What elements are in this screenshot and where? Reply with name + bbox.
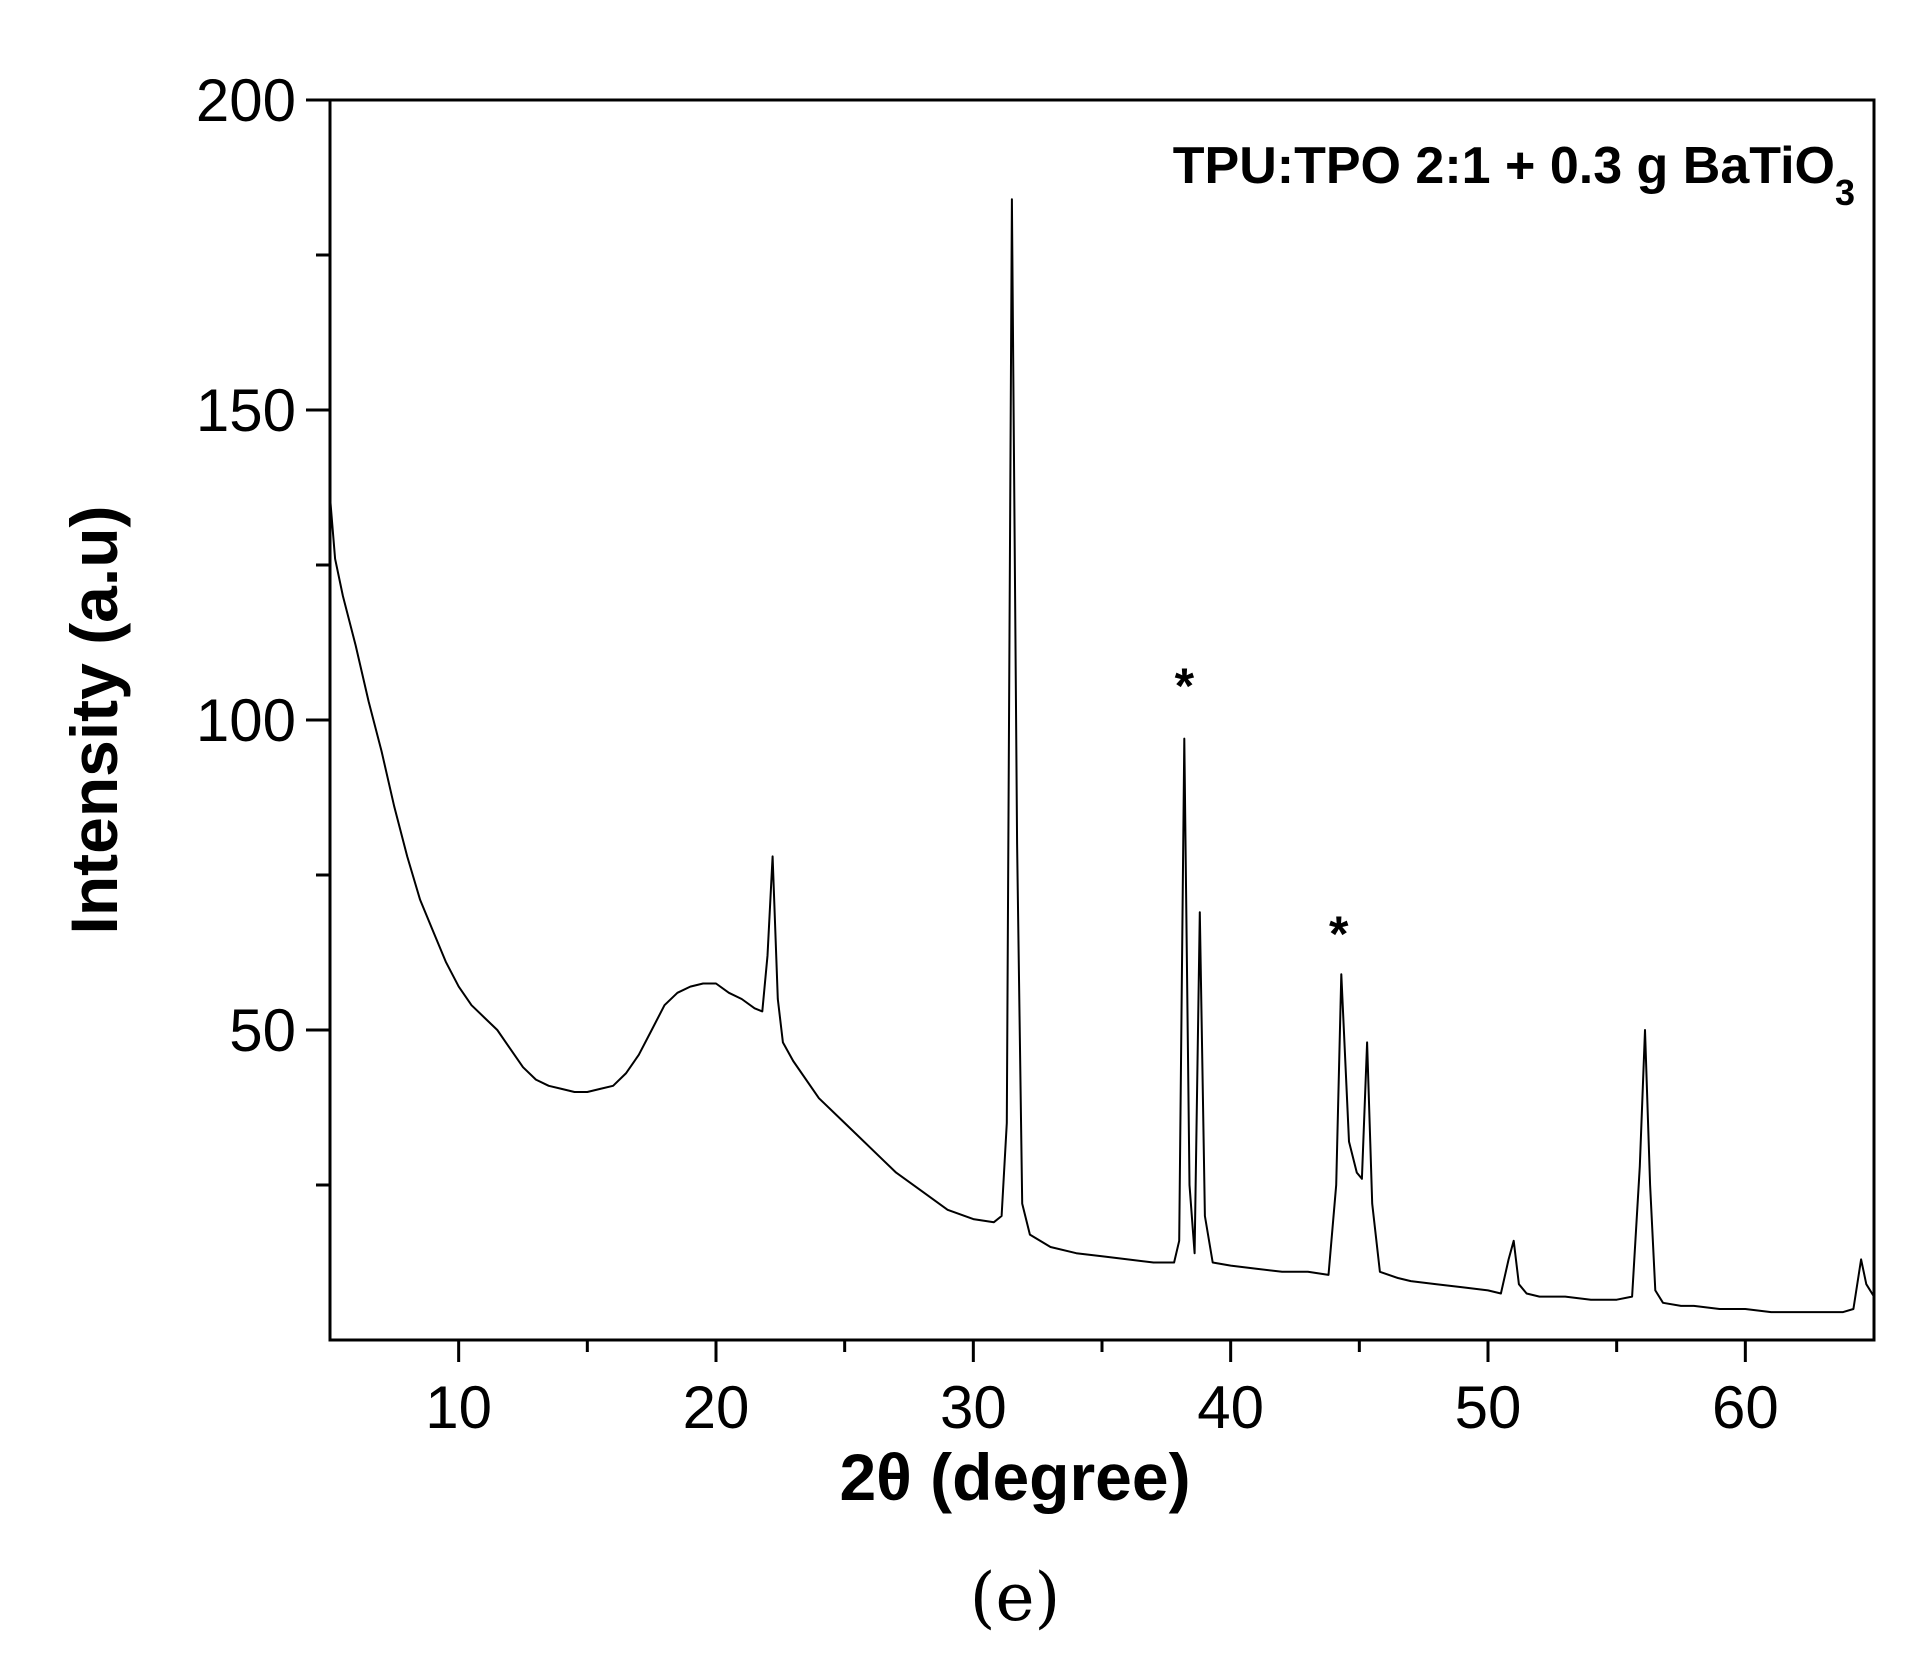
annotation-subscript: 3: [1835, 172, 1855, 213]
peak-markers: **: [1175, 658, 1349, 962]
x-tick-label: 30: [940, 1374, 1007, 1441]
y-tick-label: 50: [229, 997, 296, 1064]
x-tick-label: 20: [683, 1374, 750, 1441]
y-tick-label: 100: [196, 687, 296, 754]
xrd-pattern-line: [329, 198, 1875, 1314]
x-tick-label: 10: [425, 1374, 492, 1441]
peak-marker-star: *: [1329, 906, 1349, 962]
y-tick-label: 200: [196, 67, 296, 134]
y-axis-ticks: 50 100 150 200: [196, 67, 330, 1187]
y-axis-title: Intensity (a.u): [57, 505, 131, 934]
x-tick-label: 40: [1197, 1374, 1264, 1441]
x-tick-label: 50: [1455, 1374, 1522, 1441]
y-tick-label: 150: [196, 377, 296, 444]
x-axis-title: 2θ (degree): [839, 1440, 1190, 1514]
x-axis-ticks: 10 20 30 40 50 60: [425, 1340, 1779, 1441]
sample-annotation: TPU:TPO 2:1 + 0.3 g BaTiO3: [1173, 137, 1855, 213]
plot-frame: [328, 98, 1876, 1342]
x-tick-label: 60: [1712, 1374, 1779, 1441]
peak-marker-star: *: [1175, 658, 1195, 714]
panel-label: (e): [970, 1559, 1061, 1636]
annotation-text: TPU:TPO 2:1 + 0.3 g BaTiO: [1173, 137, 1835, 195]
